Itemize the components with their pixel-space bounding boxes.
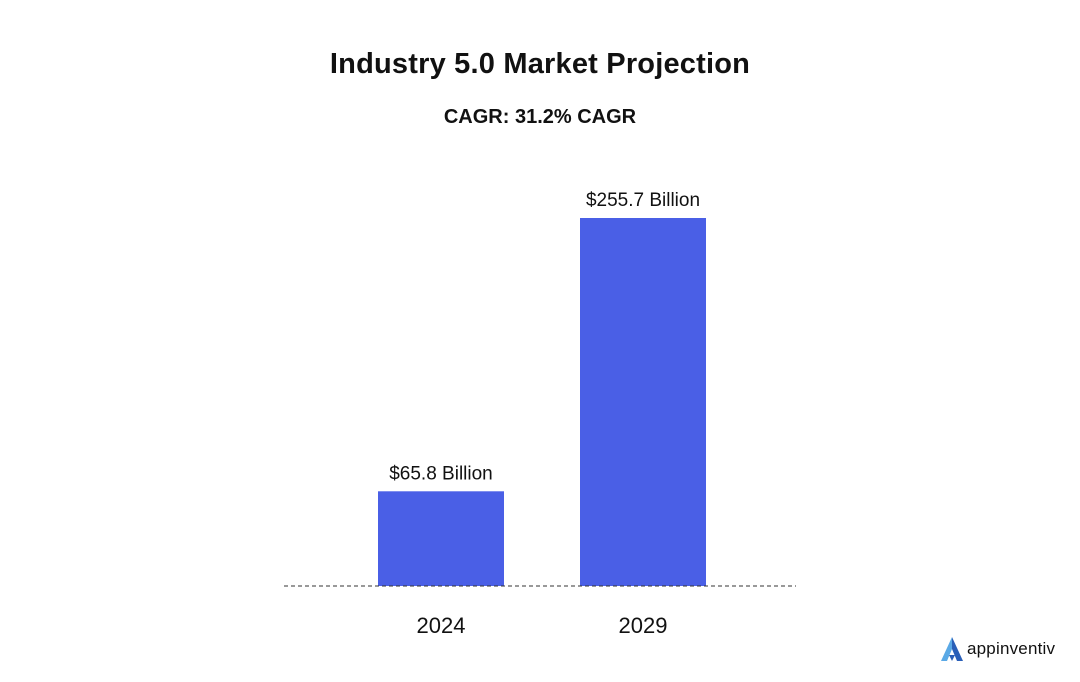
data-label-2029: $255.7 Billion bbox=[586, 190, 700, 211]
x-tick-label-2029: 2029 bbox=[619, 613, 668, 638]
chart-title: Industry 5.0 Market Projection bbox=[329, 48, 751, 80]
bar-2029 bbox=[580, 218, 706, 586]
appinventiv-logo-icon bbox=[941, 637, 963, 661]
brand-logo: appinventiv bbox=[940, 634, 1055, 664]
chart-subtitle: CAGR: 31.2% CAGR bbox=[443, 106, 637, 128]
brand-logo-text: appinventiv bbox=[967, 639, 1056, 658]
bar-2024 bbox=[378, 491, 504, 586]
data-label-2024: $65.8 Billion bbox=[389, 463, 493, 484]
x-tick-label-2024: 2024 bbox=[417, 613, 466, 638]
